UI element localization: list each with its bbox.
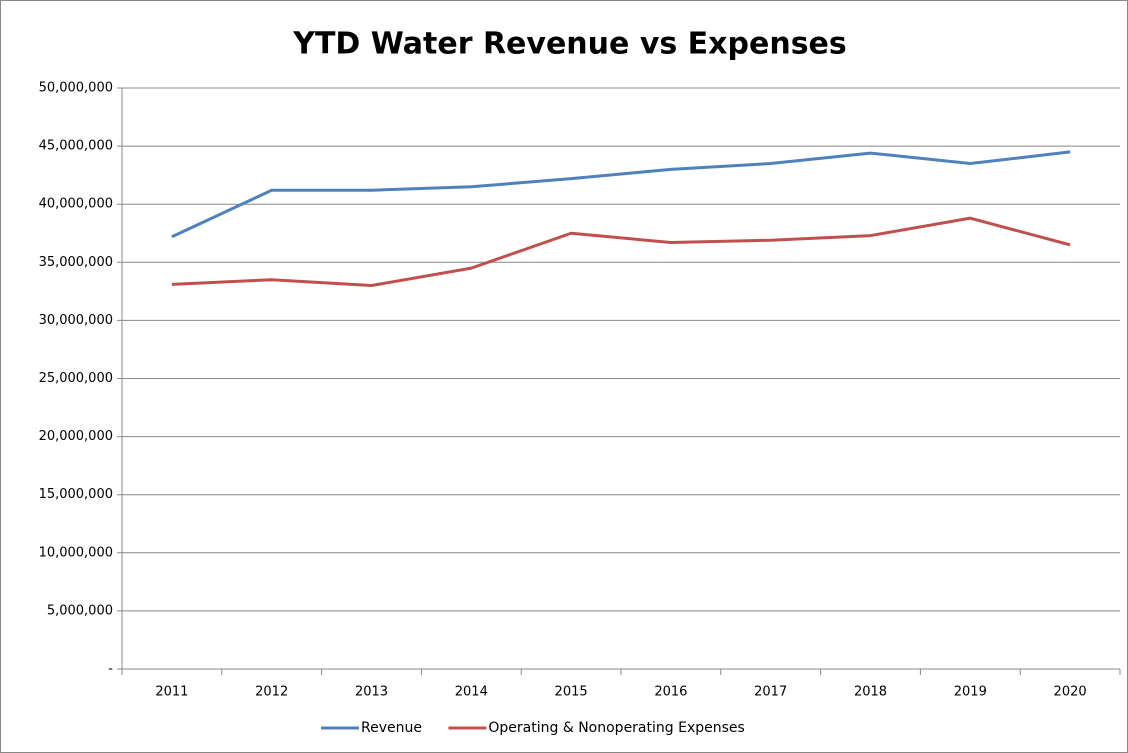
- x-tick-label: 2011: [155, 685, 188, 700]
- x-tick-label: 2015: [555, 685, 588, 700]
- y-tick-label: 50,000,000: [39, 81, 113, 96]
- y-tick-label: -: [108, 662, 113, 677]
- series-line: [171, 216, 1071, 288]
- x-tick-label: 2018: [854, 685, 887, 700]
- y-tick-label: 40,000,000: [39, 197, 113, 212]
- y-tick-label: 45,000,000: [39, 139, 113, 154]
- y-tick-label: 35,000,000: [39, 255, 113, 270]
- x-tick-label: 2013: [355, 685, 388, 700]
- y-tick-label: 5,000,000: [47, 603, 113, 618]
- x-tick-label: 2017: [754, 685, 787, 700]
- y-tick-label: 25,000,000: [39, 371, 113, 386]
- y-tick-label: 15,000,000: [39, 487, 113, 502]
- y-tick-label: 30,000,000: [39, 313, 113, 328]
- legend-label: Revenue: [361, 720, 422, 736]
- series-line: [171, 150, 1071, 239]
- x-tick-label: 2014: [455, 685, 488, 700]
- x-tick-label: 2016: [654, 685, 687, 700]
- x-tick-label: 2020: [1054, 685, 1087, 700]
- y-tick-label: 20,000,000: [39, 429, 113, 444]
- legend-label: Operating & Nonoperating Expenses: [488, 720, 744, 736]
- y-tick-label: 10,000,000: [39, 545, 113, 560]
- x-tick-label: 2019: [954, 685, 987, 700]
- x-tick-label: 2012: [255, 685, 288, 700]
- chart-title: YTD Water Revenue vs Expenses: [292, 27, 847, 62]
